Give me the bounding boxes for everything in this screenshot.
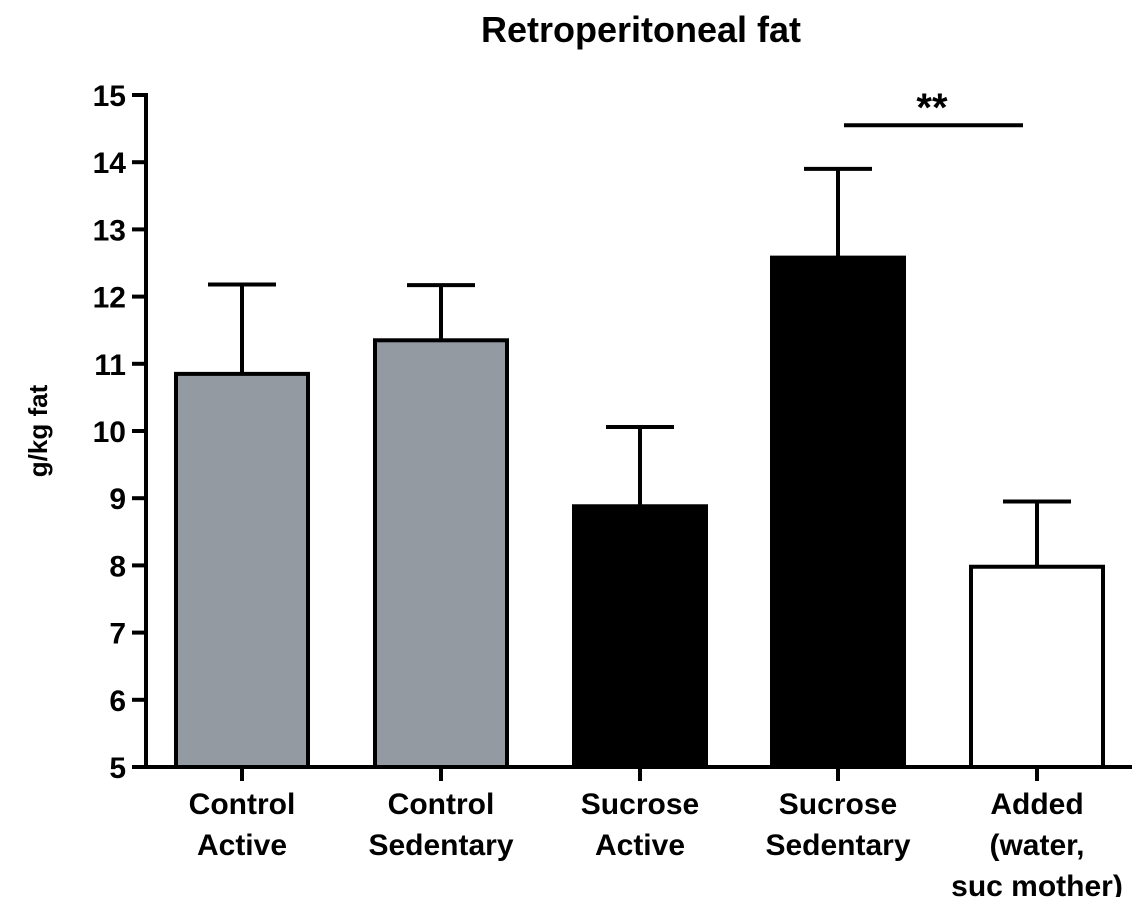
- y-tick-label: 7: [109, 618, 126, 651]
- y-tick-label: 11: [94, 349, 126, 382]
- category-label: Sedentary: [765, 829, 910, 862]
- y-tick-label: 6: [109, 685, 126, 718]
- category-label: Sucrose: [779, 788, 897, 821]
- category-label: Control: [189, 788, 296, 821]
- category-label: Active: [595, 829, 685, 862]
- category-label: (water,: [989, 829, 1084, 862]
- bar: [373, 338, 509, 769]
- bar: [770, 255, 906, 769]
- x-categories-layer: Control Active Control Sedentary Sucrose Acti…: [189, 767, 1123, 897]
- category-label: Control: [388, 788, 495, 821]
- category-label: Added: [990, 788, 1083, 821]
- y-ticks-layer: 5 6 7 8 9 10 11 12 13 14 15: [93, 80, 146, 785]
- y-tick-label: 8: [109, 550, 126, 583]
- y-tick-label: 10: [93, 416, 126, 449]
- chart-title: Retroperitoneal fat: [481, 9, 801, 50]
- significance-label: **: [916, 86, 948, 130]
- y-tick-label: 12: [93, 282, 126, 315]
- y-axis-label: g/kg fat: [23, 384, 53, 477]
- y-tick-label: 5: [109, 752, 126, 785]
- y-tick-label: 14: [93, 147, 127, 180]
- bar: [174, 371, 310, 769]
- bars-layer: [174, 255, 1105, 770]
- bar: [969, 564, 1105, 770]
- error-bars-layer: [208, 166, 1071, 567]
- y-tick-label: 15: [93, 80, 126, 113]
- bar: [572, 504, 708, 769]
- category-label: Active: [197, 829, 287, 862]
- category-label: suc mother): [951, 870, 1123, 897]
- significance-layer: **: [844, 86, 1023, 130]
- category-label: Sedentary: [368, 829, 513, 862]
- category-label: Sucrose: [581, 788, 699, 821]
- y-tick-label: 9: [109, 483, 126, 516]
- y-tick-label: 13: [93, 214, 126, 247]
